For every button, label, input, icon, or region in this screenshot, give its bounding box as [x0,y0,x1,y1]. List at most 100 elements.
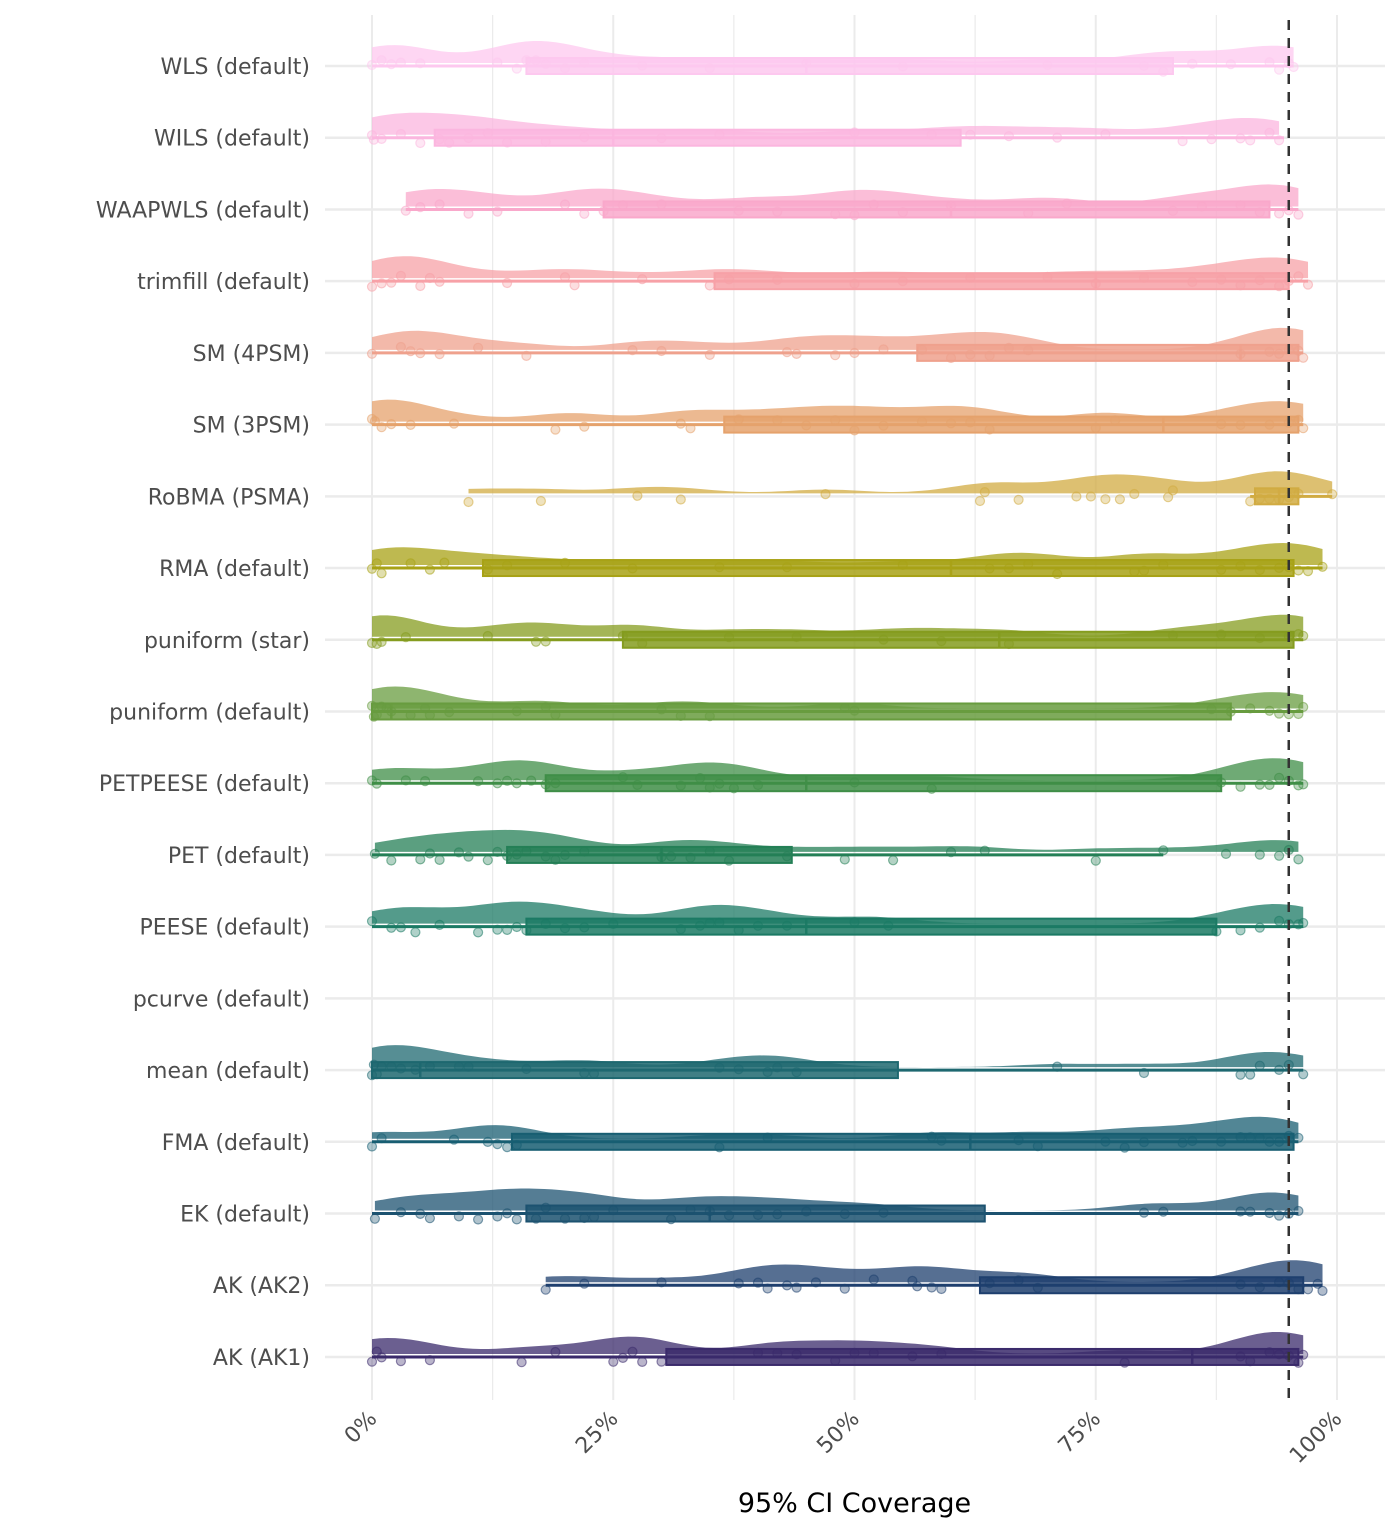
data-point [448,418,460,429]
data-point [1312,1278,1323,1289]
data-point [415,280,426,292]
data-point [926,129,937,140]
data-point [521,1063,532,1075]
data-point [366,348,378,359]
data-point [1273,915,1285,927]
data-point [1235,925,1246,936]
data-point [1003,131,1015,142]
data-point [1216,629,1227,640]
data-point [1245,1132,1256,1143]
data-point [1042,271,1053,282]
data-point [936,1283,947,1295]
data-point [704,917,715,929]
box [978,1276,1305,1295]
data-point [559,557,571,569]
data-point [728,783,740,794]
data-point [415,854,426,865]
data-point [550,777,561,789]
data-point [830,350,841,361]
data-point [540,701,551,713]
data-point [665,851,677,862]
data-point [502,850,513,862]
box [602,200,1271,219]
data-point [366,1356,378,1367]
data-point [511,921,522,933]
data-point [376,1133,387,1144]
data-point [540,58,551,70]
data-point [395,341,406,353]
data-point [772,1348,783,1359]
data-point [579,922,590,933]
data-point [1298,352,1309,363]
x-tick-label: 75% [1054,1407,1106,1459]
data-point [830,209,841,220]
data-point [878,1207,889,1218]
data-point [540,918,551,930]
data-point [559,199,571,210]
data-point [1264,1347,1275,1358]
data-point [386,419,397,430]
data-point [434,276,445,287]
data-point [371,1068,382,1080]
y-tick-label: WLS (default) [160,55,310,80]
data-point [665,1214,677,1225]
data-point [420,703,431,714]
data-point [463,851,474,862]
data-point [540,1284,551,1295]
data-point [521,55,532,66]
data-point [1225,706,1236,717]
data-point [376,568,387,579]
data-point [1254,632,1265,644]
data-point [540,851,551,862]
data-point [1158,1206,1169,1217]
y-tick-label: puniform (star) [144,629,310,654]
data-point [473,927,484,938]
data-point [1293,708,1304,720]
data-point [733,925,744,936]
y-tick-label: FMA (default) [162,1131,310,1156]
data-point [376,1352,387,1363]
data-point [762,1066,773,1078]
data-point [762,1283,773,1294]
data-point [1302,279,1314,290]
data-point [1235,133,1246,144]
data-point [772,1062,783,1073]
box [525,1204,986,1223]
data-point [714,1062,725,1073]
data-point [434,854,445,866]
data-point [675,494,686,505]
data-point [675,418,686,429]
data-point [444,137,455,148]
data-point [1158,845,1169,856]
data-point [1245,703,1256,714]
data-point [371,709,382,720]
data-point [1264,127,1275,138]
data-point [1220,848,1232,860]
data-point [1273,1277,1285,1288]
y-tick-label: AK (AK2) [213,1274,310,1299]
data-point [1235,781,1246,792]
data-point [733,1278,744,1289]
box [665,1347,1300,1366]
data-point [936,1135,947,1146]
data-point [926,783,937,794]
data-point [1264,493,1275,504]
data-point [704,280,715,291]
data-point [1085,491,1097,502]
data-point [376,1061,387,1072]
data-point [1298,1069,1309,1080]
data-point [1003,638,1015,650]
data-point [376,55,387,66]
data-point [1293,1283,1304,1295]
data-point [656,704,667,715]
data-point [752,779,764,791]
density-cloud [372,327,1304,350]
data-point [1264,57,1275,68]
data-point [897,276,908,287]
data-point [694,920,706,931]
data-point [453,1061,464,1072]
data-point [1298,1349,1309,1360]
data-point [492,924,503,935]
data-point [849,777,860,788]
data-point [945,846,957,858]
